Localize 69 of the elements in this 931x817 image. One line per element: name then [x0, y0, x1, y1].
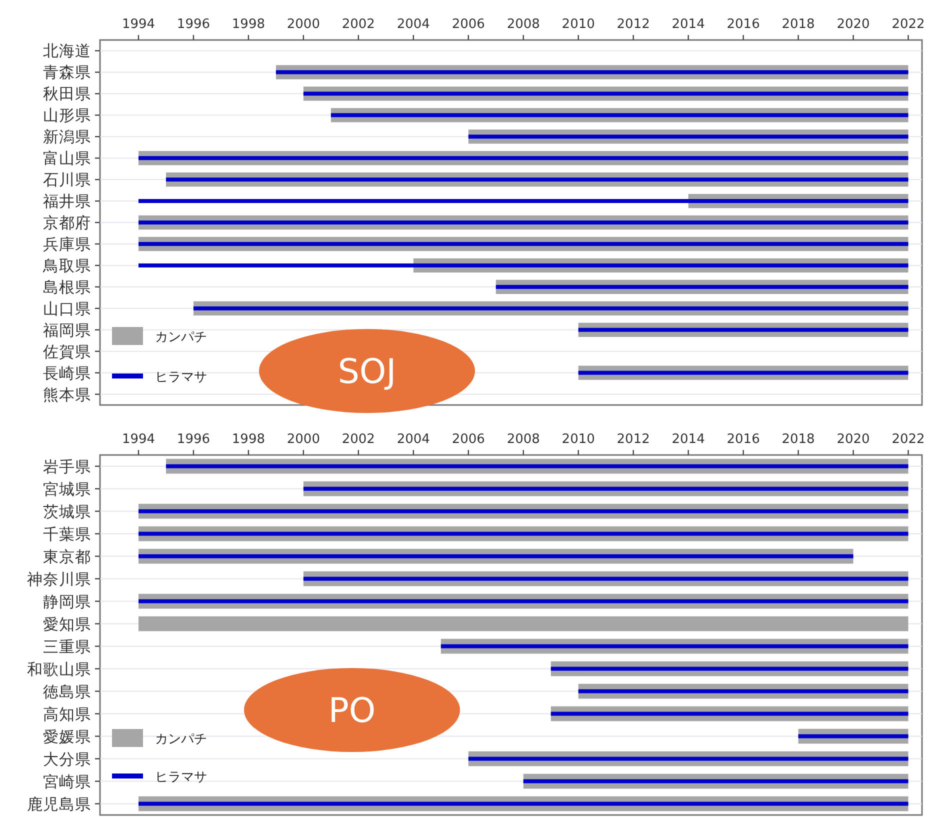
legend-label: ヒラマサ: [155, 370, 207, 385]
y-tick-label: 東京都: [43, 548, 91, 566]
x-tick-label: 2004: [396, 17, 430, 32]
legend-label: ヒラマサ: [155, 770, 207, 785]
y-tick-label: 鹿児島県: [27, 795, 91, 814]
x-tick-label: 2014: [672, 432, 705, 447]
y-tick-label: 兵庫県: [43, 235, 91, 254]
y-tick-label: 島根県: [43, 278, 91, 296]
y-tick-label: 秋田県: [43, 85, 91, 104]
y-tick-label: 大分県: [43, 750, 91, 768]
y-tick-label: 富山県: [43, 150, 91, 168]
x-tick-label: 2010: [562, 17, 595, 32]
x-tick-label: 2022: [892, 17, 925, 32]
y-tick-label: 福井県: [43, 192, 91, 211]
x-tick-label: 2016: [726, 17, 760, 32]
x-tick-label: 2012: [616, 432, 650, 447]
x-tick-label: 1996: [176, 432, 210, 447]
y-tick-label: 徳島県: [43, 682, 91, 701]
x-tick-label: 2020: [836, 17, 870, 32]
y-tick-label: 茨城県: [43, 502, 91, 521]
legend-label: カンパチ: [155, 732, 207, 747]
x-tick-label: 2018: [782, 432, 815, 447]
y-tick-label: 三重県: [43, 638, 91, 656]
x-tick-label: 2002: [342, 17, 375, 32]
y-tick-label: 福岡県: [43, 321, 91, 340]
x-tick-label: 2018: [782, 17, 815, 32]
y-tick-label: 愛媛県: [43, 728, 91, 746]
x-tick-label: 2000: [286, 432, 320, 447]
y-tick-label: 熊本県: [43, 386, 91, 404]
y-tick-label: 和歌山県: [27, 660, 91, 678]
x-tick-label: 2004: [396, 432, 430, 447]
y-tick-label: 北海道: [43, 42, 91, 60]
x-tick-label: 1994: [122, 432, 156, 447]
y-tick-label: 新潟県: [43, 128, 91, 146]
y-tick-label: 高知県: [43, 705, 91, 724]
y-tick-label: 京都府: [43, 214, 91, 232]
x-tick-label: 2010: [562, 432, 595, 447]
x-tick-label: 2008: [506, 432, 540, 447]
y-tick-label: 岩手県: [43, 458, 91, 476]
legend-label: カンパチ: [155, 330, 207, 345]
y-tick-label: 山形県: [43, 106, 91, 125]
x-tick-label: 1998: [232, 432, 265, 447]
y-tick-label: 青森県: [43, 64, 91, 82]
x-tick-label: 2006: [452, 17, 485, 32]
y-tick-label: 山口県: [43, 300, 91, 318]
y-tick-label: 石川県: [43, 171, 91, 190]
y-tick-label: 千葉県: [43, 525, 91, 544]
x-tick-label: 1996: [176, 17, 210, 32]
y-tick-label: 長崎県: [43, 364, 91, 382]
x-tick-label: 2016: [726, 432, 760, 447]
x-tick-label: 1994: [122, 17, 156, 32]
annotation: PO: [328, 691, 376, 731]
x-tick-label: 2008: [506, 17, 540, 32]
x-tick-label: 2012: [616, 17, 650, 32]
x-tick-label: 2014: [672, 17, 705, 32]
y-tick-label: 鳥取県: [42, 256, 91, 275]
annotation: SOJ: [338, 352, 396, 392]
y-tick-label: 宮崎県: [43, 772, 91, 791]
x-tick-label: 2020: [836, 432, 870, 447]
y-tick-label: 静岡県: [43, 592, 91, 611]
x-tick-label: 2006: [452, 432, 485, 447]
y-tick-label: 愛知県: [43, 615, 91, 634]
x-tick-label: 2002: [342, 432, 375, 447]
x-tick-label: 1998: [232, 17, 265, 32]
y-tick-label: 宮城県: [43, 480, 91, 498]
x-tick-label: 2000: [286, 17, 320, 32]
y-tick-label: 神奈川県: [27, 570, 91, 588]
x-tick-label: 2022: [892, 432, 925, 447]
y-tick-label: 佐賀県: [43, 342, 91, 361]
